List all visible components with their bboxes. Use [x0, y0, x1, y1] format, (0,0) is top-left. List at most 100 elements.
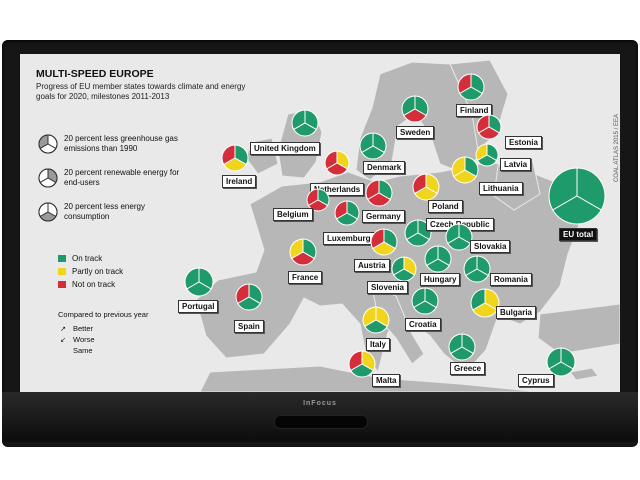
- country-pie: [401, 95, 429, 123]
- pie-segment: [476, 154, 498, 167]
- country-pie: [470, 288, 500, 318]
- legend-status-not: Not on track: [58, 280, 115, 289]
- pie-legend-icon-2: [38, 168, 58, 188]
- legend-goal-label: 20 percent renewable energy for end-user…: [64, 168, 180, 187]
- europe-map: [195, 59, 620, 392]
- brand-logo: InFocus: [303, 400, 337, 407]
- country-label: Spain: [234, 320, 264, 333]
- country-label: France: [288, 271, 323, 284]
- country-label: Slovakia: [470, 240, 511, 253]
- compared-label: Better: [73, 324, 94, 333]
- display-bottom-bar: InFocus: [2, 392, 638, 442]
- country-pie: [370, 228, 398, 256]
- arrow-up-icon: ↗: [60, 325, 66, 333]
- arrow-down-icon: ↙: [60, 336, 66, 344]
- legend-status-label: On track: [72, 254, 103, 263]
- legend-status-partly: Partly on track: [58, 267, 123, 276]
- screen: MULTI-SPEED EUROPE Progress of EU member…: [20, 54, 620, 392]
- country-pie: [448, 333, 476, 361]
- country-label: EU total: [559, 228, 598, 241]
- legend-goal-emissions: 20 percent less greenhouse gas emissions…: [38, 134, 184, 154]
- country-pie: [424, 245, 452, 273]
- pie-segment: [350, 363, 374, 378]
- country-pie: [359, 132, 387, 160]
- country-pie: [235, 283, 263, 311]
- swatch-yellow: [58, 268, 66, 275]
- country-label: Romania: [490, 273, 532, 286]
- country-pie: [348, 350, 376, 378]
- pie-segment: [465, 268, 489, 283]
- map-subtitle: Progress of EU member states towards cli…: [36, 82, 246, 101]
- country-pie: [475, 143, 499, 167]
- pie-segment: [293, 122, 317, 137]
- pie-segment: [307, 199, 329, 212]
- cyprus-land: [569, 367, 599, 381]
- pie-segment: [367, 192, 391, 207]
- pie-segment: [335, 212, 359, 226]
- country-pie: [412, 173, 440, 201]
- country-pie: [221, 144, 249, 172]
- turkey-land: [537, 303, 620, 355]
- pie-segment: [459, 86, 483, 101]
- pie-segment: [406, 232, 430, 247]
- pie-segment: [392, 268, 416, 282]
- pie-segment: [237, 296, 261, 311]
- country-label: Hungary: [420, 273, 461, 286]
- compared-same: Same: [58, 346, 93, 355]
- pie-segment: [291, 251, 315, 266]
- country-label: Lithuania: [479, 182, 523, 195]
- country-pie: [334, 200, 360, 226]
- legend-status-on-track: On track: [58, 254, 102, 263]
- pie-segment: [413, 300, 437, 315]
- country-pie: [306, 188, 330, 212]
- country-label: Croatia: [405, 318, 441, 331]
- country-label: Latvia: [500, 158, 532, 171]
- pie-segment: [372, 241, 396, 256]
- country-pie: [476, 114, 502, 140]
- country-label: United Kingdom: [250, 142, 320, 155]
- pie-legend-icon-3: [38, 202, 58, 222]
- pie-segment: [186, 281, 212, 297]
- pie-segment: [426, 258, 450, 273]
- pie-segment: [414, 186, 438, 201]
- country-pie: [457, 73, 485, 101]
- pie-segment: [361, 145, 385, 160]
- country-label: Malta: [372, 374, 401, 387]
- compared-better: ↗ Better: [58, 324, 93, 333]
- pie-segment: [403, 108, 427, 123]
- compared-worse: ↙ Worse: [58, 335, 94, 344]
- country-label: Cyprus: [518, 374, 554, 387]
- country-label: Greece: [450, 362, 486, 375]
- country-pie: [365, 179, 393, 207]
- country-label: Belgium: [273, 208, 313, 221]
- legend-goal-energy: 20 percent less energy consumption: [38, 202, 184, 222]
- swatch-green: [58, 255, 66, 262]
- country-pie: [291, 109, 319, 137]
- legend-goal-label: 20 percent less greenhouse gas emissions…: [64, 134, 178, 153]
- legend-goal-label: 20 percent less energy consumption: [64, 202, 145, 221]
- country-label: Finland: [456, 104, 493, 117]
- north-africa-land: [199, 365, 541, 392]
- country-pie: [463, 255, 491, 283]
- country-label: Poland: [428, 200, 463, 213]
- swatch-red: [58, 281, 66, 288]
- country-pie: [451, 156, 479, 184]
- compared-label: Same: [73, 346, 93, 355]
- country-label: Denmark: [363, 161, 406, 174]
- pie-segment: [325, 162, 349, 176]
- country-label: Ireland: [222, 175, 257, 188]
- country-label: Estonia: [505, 136, 542, 149]
- country-pie: [445, 223, 473, 251]
- country-label: Portugal: [178, 300, 219, 313]
- map-title: MULTI-SPEED EUROPE: [36, 68, 154, 80]
- country-label: Italy: [366, 338, 391, 351]
- map-credit: COAL ATLAS 2015 / EEA: [614, 114, 620, 183]
- country-pie: [411, 287, 439, 315]
- country-pie: [289, 238, 317, 266]
- country-label: Luxemburg: [323, 232, 375, 245]
- pie-segment: [477, 126, 501, 140]
- pie-segment: [447, 236, 471, 251]
- pie-legend-icon-1: [38, 134, 58, 154]
- country-label: Germany: [362, 210, 405, 223]
- pie-segment: [450, 346, 474, 361]
